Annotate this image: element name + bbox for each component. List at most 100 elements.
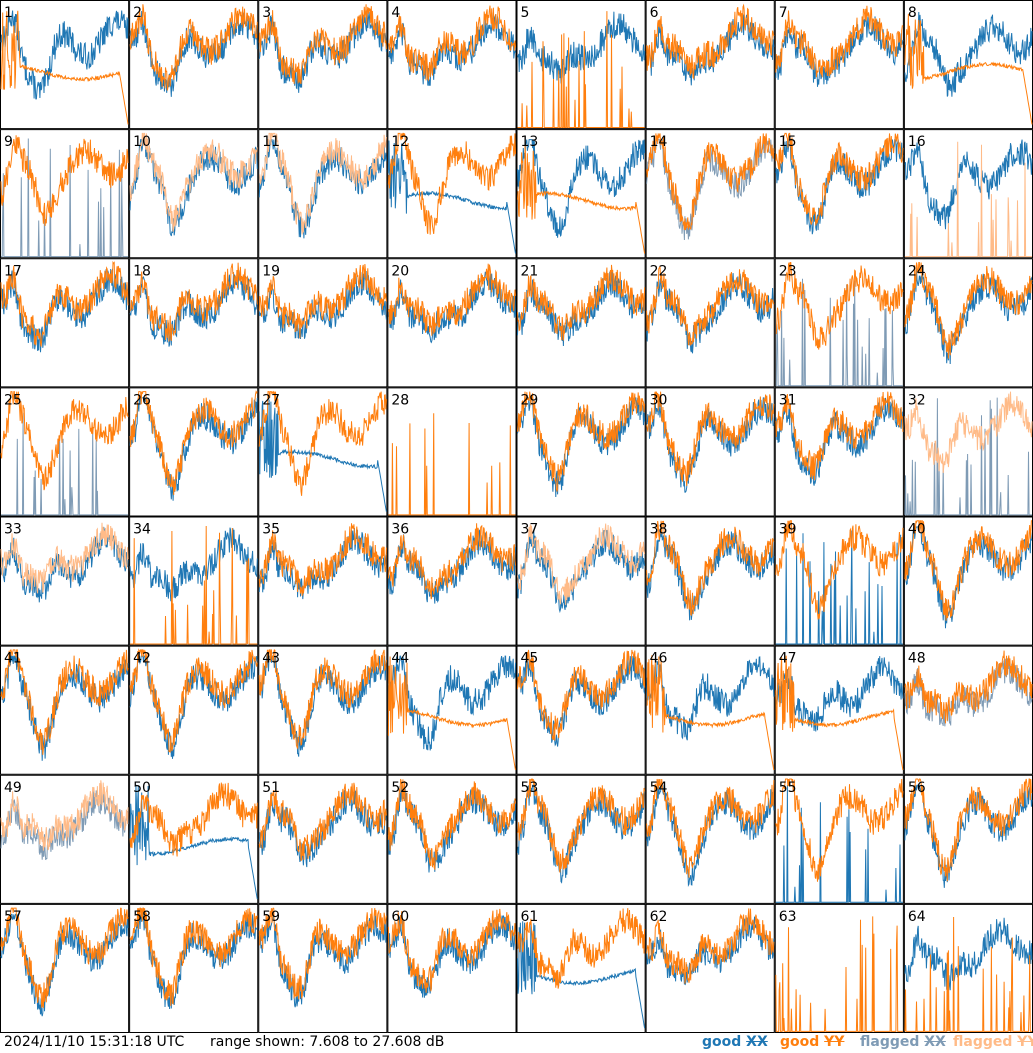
series-xx: [775, 530, 903, 645]
panel-8: 8: [903, 0, 1033, 130]
panel-1: 1: [0, 0, 130, 130]
panel-label: 6: [650, 5, 659, 21]
series-yy: [775, 132, 904, 226]
series-yy: [0, 522, 129, 594]
series-yy: [258, 782, 387, 862]
series-yy: [775, 778, 904, 882]
series-yy: [387, 5, 516, 82]
series-xx: [775, 784, 903, 903]
panel-45: 45: [516, 645, 646, 775]
series-yy: [258, 390, 387, 496]
panel-label: 51: [262, 780, 280, 796]
panel-label: 63: [779, 909, 797, 925]
panel-frame: [129, 129, 259, 259]
panel-48: 48: [903, 645, 1033, 775]
panel-frame: [903, 0, 1033, 130]
series-yy: [517, 777, 646, 873]
panel-5: 5: [516, 0, 646, 130]
legend-flagged-xx: flagged XX: [860, 1034, 946, 1050]
panel-47: 47: [774, 645, 904, 775]
panel-label: 30: [650, 392, 668, 408]
legend-word: good: [702, 1034, 742, 1050]
panel-label: 53: [521, 780, 539, 796]
legend-word: flagged: [953, 1034, 1013, 1050]
series-yy: [775, 655, 904, 771]
panel-label: 41: [4, 651, 22, 667]
panel-label: 44: [391, 651, 409, 667]
panel-9: 9: [0, 129, 130, 259]
series-yy: [258, 649, 387, 750]
panel-12: 12: [387, 129, 517, 259]
series-yy: [646, 778, 775, 878]
panel-61: 61: [516, 903, 646, 1033]
panel-58: 58: [129, 903, 259, 1033]
series-yy: [129, 262, 258, 342]
panel-31: 31: [774, 387, 904, 517]
series-yy: [0, 907, 129, 1009]
series-yy: [258, 263, 387, 339]
panel-label: 58: [133, 909, 151, 925]
panel-41: 41: [0, 645, 130, 775]
panel-62: 62: [645, 903, 775, 1033]
panel-6: 6: [645, 0, 775, 130]
series-yy: [388, 413, 516, 516]
series-yy: [129, 648, 258, 753]
series-yy: [387, 908, 516, 993]
series-xx: [1, 412, 129, 516]
series-yy: [517, 391, 646, 493]
series-yy: [387, 778, 516, 871]
panel-label: 2: [133, 5, 142, 21]
panel-26: 26: [129, 387, 259, 517]
panel-56: 56: [903, 774, 1033, 904]
series-xx: [904, 397, 1032, 516]
panel-label: 36: [391, 522, 409, 538]
panel-label: 50: [133, 780, 151, 796]
panel-label: 22: [650, 263, 668, 279]
panel-60: 60: [387, 903, 517, 1033]
panel-label: 27: [262, 392, 280, 408]
panel-10: 10: [129, 129, 259, 259]
panel-frame: [645, 258, 775, 388]
panel-label: 24: [908, 263, 926, 279]
series-yy: [646, 3, 775, 79]
panel-13: 13: [516, 129, 646, 259]
series-yy: [904, 778, 1033, 882]
panel-54: 54: [645, 774, 775, 904]
panel-59: 59: [258, 903, 388, 1033]
panel-label: 48: [908, 651, 926, 667]
panel-label: 55: [779, 780, 797, 796]
panel-label: 18: [133, 263, 151, 279]
panel-3: 3: [258, 0, 388, 130]
panel-label: 42: [133, 651, 151, 667]
panel-label: 35: [262, 522, 280, 538]
panel-frame: [258, 774, 388, 904]
legend-good-yy: good YY: [780, 1034, 844, 1050]
panel-28: 28: [387, 387, 517, 517]
panel-label: 9: [4, 134, 13, 150]
series-yy: [775, 391, 904, 481]
panel-label: 60: [391, 909, 409, 925]
legend-flagged-yy: flagged YY: [953, 1034, 1033, 1050]
panel-21: 21: [516, 258, 646, 388]
series-yy: [517, 908, 646, 989]
series-xx: [0, 788, 129, 861]
panel-label: 5: [521, 5, 530, 21]
series-xx: [904, 139, 1033, 230]
panel-50: 50: [129, 774, 259, 904]
legend-pol: XX: [746, 1034, 768, 1050]
panel-63: 63: [774, 903, 904, 1033]
series-xx: [646, 916, 775, 986]
panel-label: 21: [521, 263, 539, 279]
panel-label: 49: [4, 780, 22, 796]
series-yy: [775, 916, 903, 1032]
panel-label: 20: [391, 263, 409, 279]
series-yy: [130, 525, 258, 645]
series-yy: [904, 13, 1033, 125]
panel-label: 47: [779, 651, 797, 667]
timestamp: 2024/11/10 15:31:18 UTC: [4, 1034, 185, 1050]
series-xx: [1, 138, 129, 258]
series-xx: [387, 655, 516, 751]
range-text: range shown: 7.608 to 27.608 dB: [210, 1034, 445, 1050]
series-yy: [387, 656, 516, 771]
series-xx: [517, 11, 646, 84]
